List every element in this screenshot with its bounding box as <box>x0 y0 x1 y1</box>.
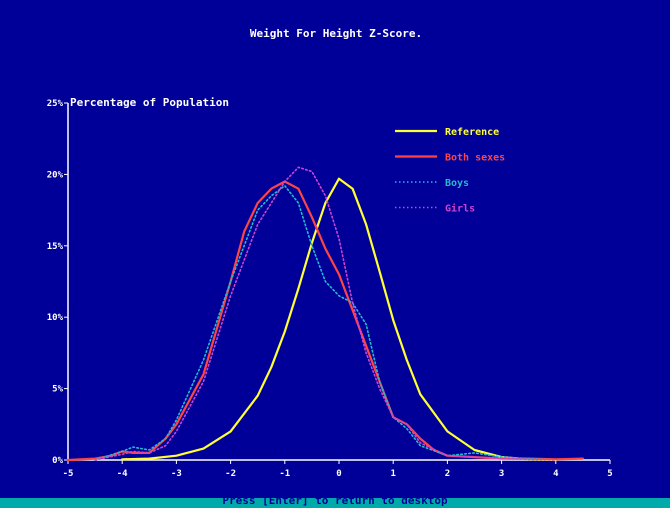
series-line-both-sexes <box>66 180 585 462</box>
x-tick-label: 5 <box>607 469 612 479</box>
x-tick-label: 3 <box>499 469 504 479</box>
legend-label-girls: Girls <box>445 203 475 215</box>
y-axis-label: Percentage of Population <box>70 96 229 109</box>
x-tick-label: 1 <box>390 469 395 479</box>
x-tick-label: -1 <box>279 469 290 479</box>
y-tick-label: 20% <box>47 170 64 180</box>
legend: Reference Both sexes Boys Girls <box>395 127 505 215</box>
status-text: Press [Enter] to return to desktop <box>222 498 448 507</box>
x-tick-label: 0 <box>336 469 341 479</box>
legend-label-boys: Boys <box>445 178 469 189</box>
y-tick-label: 15% <box>47 242 64 252</box>
chart-title: Weight For Height Z-Score. <box>250 27 422 40</box>
y-tick-label: 10% <box>47 313 64 323</box>
legend-label-both-sexes: Both sexes <box>445 153 505 164</box>
status-bar: Press [Enter] to return to desktop <box>0 498 670 508</box>
y-tick-label: 0% <box>52 456 63 466</box>
series-line-boys <box>94 185 557 461</box>
y-tick-label: 5% <box>52 385 63 395</box>
x-tick-label: -5 <box>63 469 74 479</box>
series-layer <box>66 166 585 462</box>
legend-label-reference: Reference <box>445 127 499 138</box>
series-line-reference <box>121 177 557 462</box>
x-tick-label: -3 <box>171 469 182 479</box>
x-tick-label: -2 <box>225 469 236 479</box>
x-tick-label: 4 <box>553 469 559 479</box>
series-line-girls <box>94 166 557 461</box>
y-tick-label: 25% <box>47 99 64 109</box>
axes: -5 -4 -3 -2 -1 0 1 2 3 4 5 0% 5% 10% 15% 20% 25% <box>47 99 613 479</box>
x-tick-label: -4 <box>117 469 128 479</box>
x-tick-label: 2 <box>445 469 450 479</box>
